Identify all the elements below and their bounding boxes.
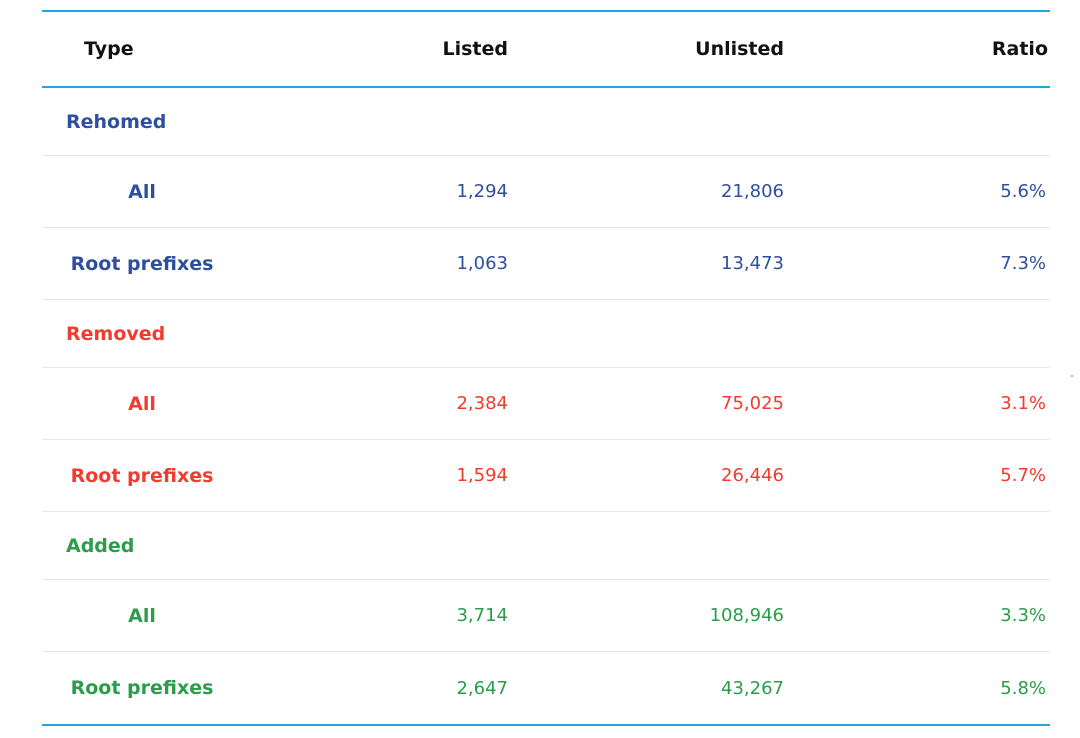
row-listed-cell: 3,714: [456, 605, 508, 626]
row-type-cell: All: [128, 604, 156, 627]
data-table: Type Listed Unlisted Ratio Rehomed All 1,2…: [42, 10, 1050, 726]
row-type-cell: Root prefixes: [70, 677, 214, 699]
group-header-row: Rehomed: [42, 88, 1050, 156]
table-row: Root prefixes 1,063 13,473 7.3%: [42, 228, 1050, 300]
row-unlisted-cell: 75,025: [721, 393, 784, 414]
row-unlisted-cell: 108,946: [709, 605, 784, 626]
group-header-row: Added: [42, 512, 1050, 580]
stray-dot: [1071, 375, 1073, 377]
group-header-row: Removed: [42, 300, 1050, 368]
row-unlisted-cell: 21,806: [721, 181, 784, 202]
row-ratio-cell: 5.8%: [1000, 677, 1046, 699]
table-bottom-rule: [42, 724, 1050, 726]
header-type: Type: [84, 38, 134, 60]
row-type-cell: Root prefixes: [70, 464, 214, 487]
row-ratio-cell: 5.6%: [1000, 181, 1046, 202]
header-listed: Listed: [442, 38, 509, 60]
table-row: All 1,294 21,806 5.6%: [42, 156, 1050, 228]
row-listed-cell: 1,063: [456, 253, 508, 274]
table-top-rule: [42, 10, 1050, 12]
row-ratio-cell: 3.3%: [1000, 605, 1046, 626]
row-type-cell: Root prefixes: [70, 252, 214, 275]
table-row: Root prefixes 1,594 26,446 5.7%: [42, 440, 1050, 512]
row-ratio-cell: 7.3%: [1000, 253, 1046, 274]
header-ratio: Ratio: [991, 38, 1048, 60]
row-listed-cell: 1,294: [456, 181, 508, 202]
group-label: Added: [66, 534, 135, 557]
row-ratio-cell: 5.7%: [1000, 465, 1046, 486]
header-unlisted: Unlisted: [695, 38, 784, 60]
table-row: Root prefixes 2,647 43,267 5.8%: [42, 652, 1050, 724]
row-listed-cell: 2,647: [456, 677, 508, 699]
row-unlisted-cell: 13,473: [721, 253, 784, 274]
group-label: Rehomed: [66, 110, 167, 133]
table-header-row: Type Listed Unlisted Ratio: [42, 12, 1050, 86]
row-type-cell: All: [128, 180, 156, 203]
row-listed-cell: 2,384: [456, 393, 508, 414]
group-label: Removed: [66, 322, 166, 345]
row-unlisted-cell: 43,267: [721, 677, 784, 699]
row-type-cell: All: [128, 392, 156, 415]
row-ratio-cell: 3.1%: [1000, 393, 1046, 414]
table-row: All 2,384 75,025 3.1%: [42, 368, 1050, 440]
row-unlisted-cell: 26,446: [721, 465, 784, 486]
row-listed-cell: 1,594: [456, 465, 508, 486]
table-row: All 3,714 108,946 3.3%: [42, 580, 1050, 652]
table-header-rule: [42, 86, 1050, 88]
table-body: Rehomed All 1,294 21,806 5.6% Root prefixes 1,…: [42, 88, 1050, 724]
